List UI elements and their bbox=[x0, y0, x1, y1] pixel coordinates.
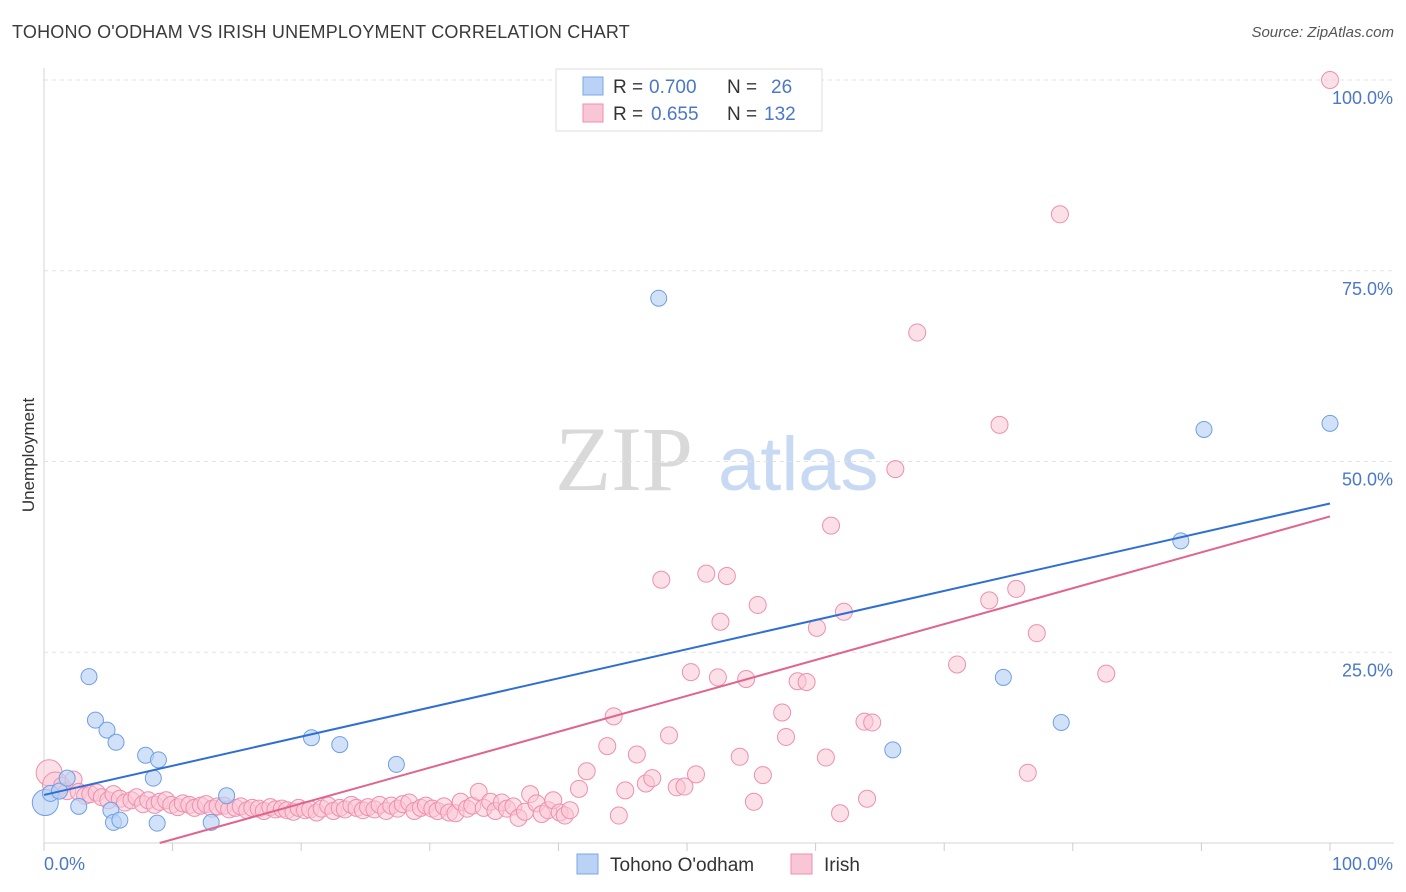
tohono-point-20 bbox=[387, 755, 405, 773]
legend-n-label-irish: N = bbox=[727, 104, 757, 125]
irish-point-96 bbox=[616, 781, 635, 800]
irish-point-127 bbox=[886, 460, 905, 479]
irish-point-131 bbox=[990, 415, 1009, 434]
irish-point-116 bbox=[777, 727, 796, 746]
gridlines bbox=[44, 79, 1394, 653]
bottom-legend-swatch-irish bbox=[790, 853, 813, 875]
y-axis-label: Unemployment bbox=[19, 398, 38, 513]
irish-point-122 bbox=[831, 804, 850, 823]
bottom-legend-irish: Irish bbox=[824, 855, 860, 876]
irish-point-125 bbox=[858, 789, 877, 808]
tohono-point-19 bbox=[331, 736, 349, 754]
irish-point-99 bbox=[643, 769, 662, 788]
irish-point-114 bbox=[753, 766, 772, 785]
irish-point-133 bbox=[1018, 763, 1037, 782]
irish-point-104 bbox=[681, 663, 700, 682]
axes bbox=[43, 68, 1394, 851]
tohono-point-21 bbox=[650, 289, 668, 307]
legend-r-value-tohono: 0.700 bbox=[649, 77, 697, 98]
source-label: Source: ZipAtlas.com bbox=[1251, 24, 1394, 41]
tohono-point-11 bbox=[111, 811, 129, 829]
tohono-point-4 bbox=[70, 797, 88, 815]
tohono-point-13 bbox=[149, 751, 167, 769]
irish-point-108 bbox=[711, 612, 730, 631]
watermark-zip: ZIP bbox=[555, 408, 693, 510]
tohono-point-16 bbox=[202, 813, 220, 831]
irish-point-137 bbox=[1321, 71, 1339, 89]
x-tick-label-0: 0.0% bbox=[44, 854, 85, 874]
tohono-point-6 bbox=[86, 711, 104, 729]
irish-point-90 bbox=[560, 801, 579, 820]
irish-point-112 bbox=[744, 792, 763, 811]
irish-point-110 bbox=[730, 747, 749, 766]
tohono-point-26 bbox=[1195, 420, 1213, 438]
irish-point-101 bbox=[659, 726, 678, 745]
irish-point-121 bbox=[822, 516, 841, 535]
irish-point-97 bbox=[627, 745, 646, 764]
irish-point-105 bbox=[687, 765, 706, 784]
tohono-point-5 bbox=[80, 668, 98, 686]
irish-point-95 bbox=[609, 806, 628, 825]
legend-r-value-irish: 0.655 bbox=[651, 104, 699, 125]
watermark-atlas: atlas bbox=[718, 422, 879, 507]
irish-point-134 bbox=[1027, 624, 1046, 643]
correlation-legend: R = 0.700 N = 26 R = 0.655 N = 132 bbox=[555, 68, 823, 132]
tohono-trend-line bbox=[43, 502, 1331, 796]
y-tick-label-2: 75.0% bbox=[1342, 279, 1393, 299]
series-legend: Tohono O'odham Irish bbox=[576, 853, 860, 876]
irish-point-92 bbox=[577, 762, 596, 781]
bottom-legend-swatch-tohono bbox=[576, 853, 599, 875]
irish-point-109 bbox=[717, 566, 736, 585]
irish-point-135 bbox=[1050, 205, 1069, 224]
irish-point-113 bbox=[748, 595, 767, 614]
irish-point-115 bbox=[773, 703, 792, 722]
y-tick-label-0: 25.0% bbox=[1342, 660, 1393, 680]
irish-point-74 bbox=[469, 782, 488, 801]
irish-point-100 bbox=[652, 570, 671, 589]
tohono-point-8 bbox=[107, 733, 125, 751]
legend-n-label-tohono: N = bbox=[727, 77, 757, 98]
tick-labels: 25.0% 50.0% 75.0% 100.0% 0.0% 100.0% bbox=[44, 88, 1393, 874]
tohono-point-22 bbox=[884, 741, 902, 759]
x-tick-label-1: 100.0% bbox=[1332, 854, 1393, 874]
legend-r-label-tohono: R = bbox=[613, 77, 643, 98]
bottom-legend-tohono: Tohono O'odham bbox=[610, 855, 754, 876]
irish-point-136 bbox=[1097, 664, 1116, 683]
tohono-point-7 bbox=[98, 721, 116, 739]
tohono-point-3 bbox=[58, 769, 76, 787]
irish-point-118 bbox=[797, 673, 816, 692]
tohono-point-24 bbox=[1052, 713, 1070, 731]
irish-trend-line bbox=[159, 515, 1331, 844]
trend-lines bbox=[43, 502, 1331, 844]
tohono-points bbox=[31, 289, 1339, 832]
irish-point-128 bbox=[908, 323, 927, 342]
chart-title: TOHONO O'ODHAM VS IRISH UNEMPLOYMENT COR… bbox=[12, 22, 630, 42]
irish-point-91 bbox=[569, 779, 588, 798]
irish-point-130 bbox=[980, 591, 999, 610]
irish-point-106 bbox=[697, 564, 716, 583]
tohono-point-14 bbox=[144, 769, 162, 787]
irish-point-120 bbox=[816, 748, 835, 767]
tohono-point-15 bbox=[148, 814, 166, 832]
y-tick-label-1: 50.0% bbox=[1342, 470, 1393, 490]
irish-point-126 bbox=[863, 713, 882, 732]
legend-n-value-irish: 132 bbox=[764, 104, 796, 125]
legend-swatch-tohono bbox=[582, 76, 604, 96]
irish-point-132 bbox=[1007, 579, 1026, 598]
legend-swatch-irish bbox=[582, 103, 604, 123]
tohono-point-23 bbox=[994, 668, 1012, 686]
irish-point-107 bbox=[708, 668, 727, 687]
legend-r-label-irish: R = bbox=[613, 104, 643, 125]
y-tick-label-3: 100.0% bbox=[1332, 88, 1393, 108]
irish-point-103 bbox=[675, 777, 694, 796]
tohono-point-27 bbox=[1321, 414, 1339, 432]
irish-point-93 bbox=[598, 737, 617, 756]
irish-point-129 bbox=[948, 655, 967, 674]
tohono-point-17 bbox=[218, 787, 236, 805]
legend-n-value-tohono: 26 bbox=[771, 77, 792, 98]
